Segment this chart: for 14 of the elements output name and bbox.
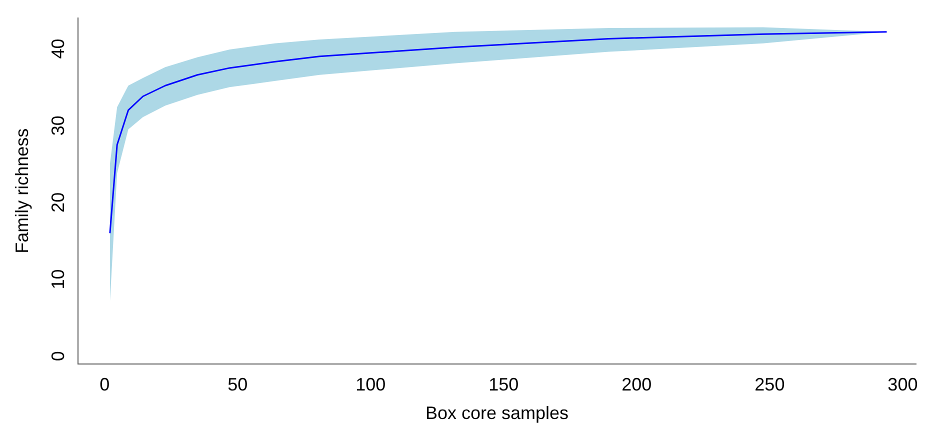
x-tick-label: 50 (228, 374, 248, 395)
y-tick-label: 10 (48, 269, 68, 290)
x-tick-label: 200 (622, 374, 652, 395)
y-tick-label: 40 (48, 38, 68, 59)
y-tick-label: 0 (48, 351, 68, 362)
x-tick-label: 150 (488, 374, 519, 395)
x-tick-label: 250 (754, 374, 785, 395)
y-tick-label: 30 (48, 116, 68, 136)
x-tick-label: 300 (888, 374, 918, 395)
x-axis-title: Box core samples (425, 403, 569, 424)
y-axis-title: Family richness (12, 128, 32, 254)
x-tick-label: 0 (100, 374, 110, 395)
x-tick-label: 100 (356, 374, 386, 395)
y-tick-label: 20 (48, 192, 68, 212)
